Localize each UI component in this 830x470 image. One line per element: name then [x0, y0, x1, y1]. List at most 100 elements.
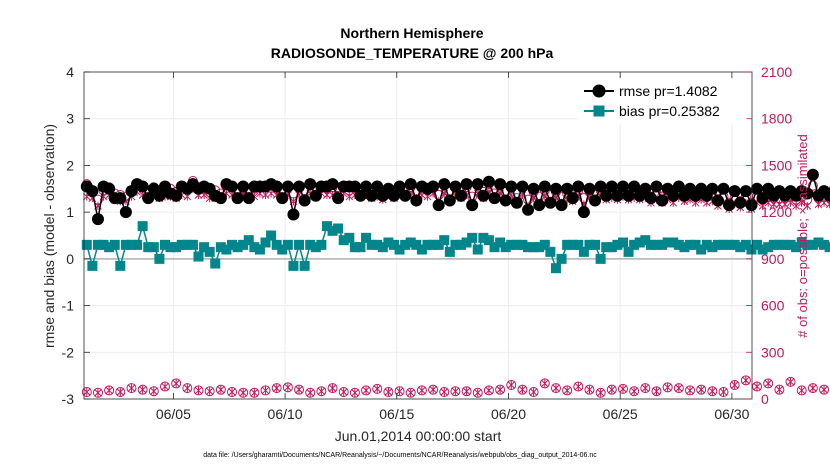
rmse-point [510, 196, 523, 209]
bias-point [768, 239, 779, 250]
rmse-point [499, 194, 512, 207]
rmse-point [494, 178, 507, 191]
rmse-point [533, 199, 546, 212]
bias-point [439, 235, 450, 246]
possible-low-x-point [138, 385, 147, 394]
rmse-point [438, 178, 451, 191]
bias-point [506, 239, 517, 250]
possible-low-x-point [183, 384, 192, 393]
bias-point [444, 246, 455, 257]
bias-point [238, 239, 249, 250]
rmse-point [600, 189, 613, 202]
possible-low-x-point [663, 383, 672, 392]
rmse-point [751, 182, 764, 195]
rmse-point [577, 206, 590, 219]
bias-point [349, 242, 360, 253]
bias-point [562, 239, 573, 250]
possible-low-point [528, 386, 539, 397]
y-axis-label-right: # of obs: o=possible; ×=assimilated [795, 134, 810, 337]
possible-low-x-point [261, 386, 270, 395]
possible-low-point [461, 386, 472, 397]
rmse-point [114, 192, 127, 205]
possible-low-point [807, 383, 818, 394]
possible-low-x-point [384, 387, 393, 396]
rmse-point [745, 199, 758, 212]
rmse-point [482, 175, 495, 188]
possible-low-x-point [116, 387, 125, 396]
rmse-point [650, 180, 663, 193]
rmse-point [544, 196, 557, 209]
possible-low-x-point [730, 380, 739, 389]
bias-point [590, 239, 601, 250]
possible-low-point [506, 379, 517, 390]
rmse-point [86, 185, 99, 198]
possible-low-x-point [351, 388, 359, 397]
possible-low-x-point [753, 382, 761, 391]
rmse-point [549, 182, 562, 195]
rmse-point [455, 189, 468, 202]
bias-point [729, 239, 740, 250]
bias-point [377, 242, 388, 253]
possible-low-point [394, 386, 405, 397]
possible-low-point [260, 385, 271, 396]
bias-point [668, 237, 679, 248]
bias-point [416, 244, 427, 255]
bias-point [779, 239, 790, 250]
possible-low-x-point [574, 382, 583, 391]
bias-point [92, 239, 103, 250]
possible-low-point [372, 383, 383, 394]
possible-low-x-point [161, 382, 169, 391]
possible-low-point [204, 386, 215, 397]
rmse-point [589, 194, 602, 207]
rmse-point [360, 180, 373, 193]
bias-point [584, 239, 595, 250]
legend-bias-label: bias pr=0.25382 [619, 103, 720, 119]
possible-low-point [472, 387, 483, 398]
bias-point [109, 239, 120, 250]
bias-point [400, 239, 411, 250]
rmse-point [538, 180, 551, 193]
rmse-point [516, 180, 529, 193]
bias-point [640, 235, 651, 246]
bias-point [612, 239, 623, 250]
rmse-point [393, 180, 406, 193]
rmse-point [304, 178, 317, 191]
rmse-point [555, 199, 568, 212]
possible-low-x-point [228, 387, 236, 396]
possible-low-point [539, 378, 550, 389]
x-tick-label: 06/15 [379, 406, 414, 422]
possible-low-x-point [194, 386, 203, 395]
rmse-point [237, 180, 250, 193]
bias-point [344, 232, 355, 243]
possible-low-point [819, 384, 830, 395]
possible-low-x-point [674, 384, 683, 393]
bias-point [104, 242, 115, 253]
possible-low-x-point [317, 387, 326, 396]
possible-low-x-point [395, 387, 404, 396]
bias-point [355, 242, 366, 253]
possible-low-point [305, 387, 316, 398]
bias-point [456, 239, 467, 250]
bias-point [517, 239, 528, 250]
bias-point [746, 244, 757, 255]
bias-point [623, 246, 634, 257]
possible-low-point [171, 378, 182, 389]
rmse-point [404, 178, 417, 191]
x-tick-label: 06/20 [491, 406, 526, 422]
y-axis-label: rmse and bias (model - observation) [41, 124, 57, 348]
possible-low-point [595, 387, 606, 398]
bias-point [763, 242, 774, 253]
rmse-point [572, 180, 585, 193]
possible-low-x-point [94, 388, 102, 397]
bias-point [227, 239, 238, 250]
bias-point [361, 232, 372, 243]
bias-point [461, 237, 472, 248]
bias-point [159, 239, 170, 250]
bias-point [182, 239, 193, 250]
bias-point [534, 242, 545, 253]
possible-low-x-point [250, 388, 259, 397]
possible-low-point [282, 382, 293, 393]
bias-point [310, 242, 321, 253]
bias-point [282, 239, 293, 250]
bias-point [645, 239, 656, 250]
